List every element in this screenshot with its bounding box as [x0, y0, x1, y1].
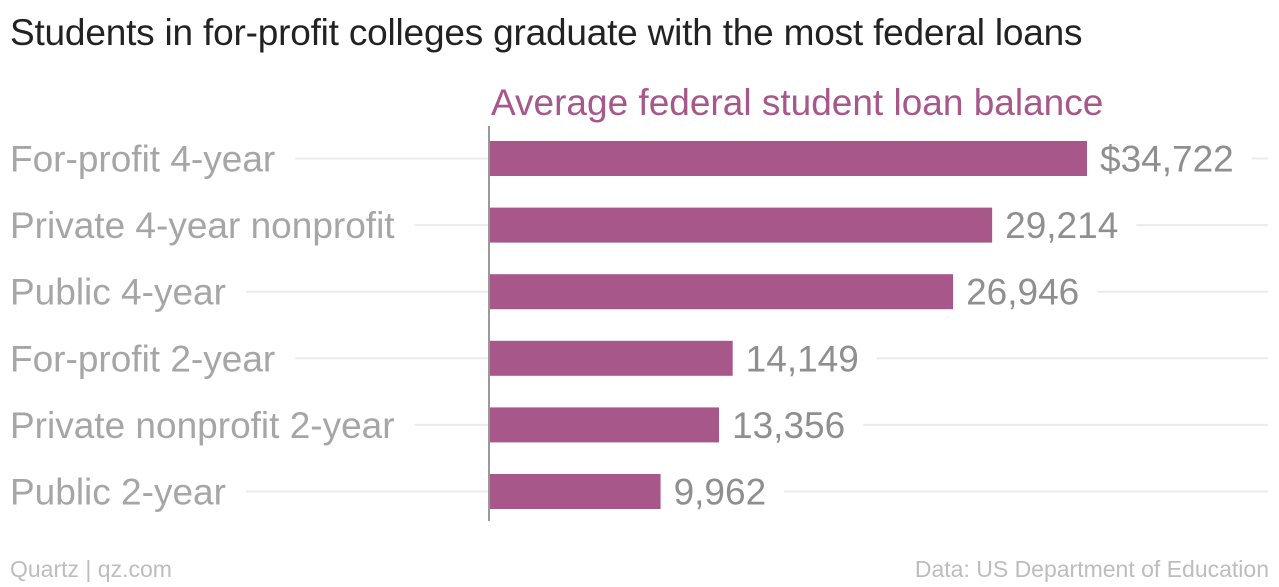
category-label: For-profit 2-year	[10, 338, 275, 379]
category-label: Private 4-year nonprofit	[10, 205, 395, 246]
value-label: $34,722	[1100, 139, 1234, 180]
bar-chart: For-profit 4-year $34,722 Private 4-year n…	[10, 82, 1268, 521]
source-credit: Quartz | qz.com	[10, 556, 172, 582]
value-label: 13,356	[732, 405, 845, 446]
value-label: 29,214	[1005, 205, 1118, 246]
bar	[489, 340, 733, 376]
labels: For-profit 4-year $34,722 Private 4-year n…	[10, 139, 1234, 513]
value-label: 9,962	[674, 472, 767, 513]
bars	[489, 141, 1087, 509]
value-label: 14,149	[746, 338, 859, 379]
bar	[489, 407, 720, 443]
category-label: Public 4-year	[10, 272, 226, 313]
bar	[489, 474, 661, 509]
bar	[489, 141, 1087, 176]
chart-title: Students in for-profit colleges graduate…	[10, 12, 1083, 53]
bar	[489, 207, 993, 243]
bar	[489, 274, 954, 310]
data-source: Data: US Department of Education	[914, 556, 1269, 582]
series-label: Average federal student loan balance	[491, 82, 1103, 123]
category-label: Public 2-year	[10, 472, 226, 513]
gridlines	[245, 157, 1268, 493]
category-label: Private nonprofit 2-year	[10, 405, 395, 446]
category-label: For-profit 4-year	[10, 139, 275, 180]
value-label: 26,946	[966, 272, 1079, 313]
